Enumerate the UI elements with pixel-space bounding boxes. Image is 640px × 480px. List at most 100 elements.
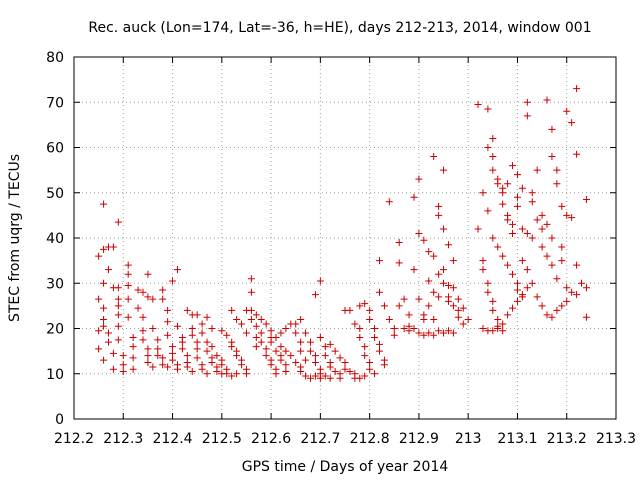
- data-point: [543, 311, 551, 319]
- data-point: [371, 325, 379, 332]
- data-point: [193, 354, 201, 362]
- data-point: [474, 101, 482, 109]
- data-point: [109, 349, 117, 357]
- data-point: [95, 295, 103, 303]
- data-point: [119, 352, 127, 360]
- data-point: [558, 257, 566, 265]
- y-tick-label: 40: [46, 231, 64, 247]
- data-point: [430, 288, 438, 296]
- y-axis-label: STEC from uqrg / TECUs: [7, 154, 23, 322]
- data-point: [553, 166, 561, 174]
- data-point: [208, 325, 216, 332]
- data-point: [474, 225, 482, 233]
- data-point: [425, 277, 433, 285]
- data-point: [169, 343, 177, 351]
- data-point: [159, 354, 167, 362]
- x-tick-label: 212.9: [399, 431, 439, 447]
- data-point: [311, 358, 319, 366]
- data-point: [479, 266, 487, 274]
- data-point: [321, 352, 329, 360]
- data-point: [444, 293, 452, 301]
- data-point: [257, 329, 265, 337]
- data-point: [499, 327, 507, 335]
- data-point: [139, 336, 147, 344]
- data-point: [173, 322, 181, 330]
- data-point: [518, 293, 526, 301]
- data-point: [494, 325, 502, 332]
- data-point: [114, 295, 122, 303]
- data-point: [109, 365, 117, 373]
- data-point: [573, 85, 581, 93]
- y-tick-label: 50: [46, 186, 64, 202]
- data-point: [523, 229, 531, 237]
- data-point: [538, 302, 546, 310]
- data-point: [489, 166, 497, 174]
- y-tick-label: 0: [55, 412, 64, 428]
- data-point: [538, 225, 546, 233]
- data-point: [109, 243, 117, 251]
- data-point: [331, 367, 339, 375]
- data-point: [114, 336, 122, 344]
- data-point: [444, 241, 452, 249]
- data-point: [548, 313, 556, 321]
- y-tick-label: 10: [46, 367, 64, 383]
- x-tick-label: 213.1: [497, 431, 537, 447]
- data-point: [307, 374, 315, 382]
- data-point: [553, 180, 561, 188]
- data-point: [100, 322, 108, 330]
- y-tick-label: 60: [46, 141, 64, 157]
- data-point: [395, 259, 403, 267]
- data-point: [124, 313, 132, 321]
- data-point: [297, 338, 305, 346]
- data-point: [449, 257, 457, 265]
- data-point: [346, 306, 354, 314]
- data-point: [395, 302, 403, 310]
- data-point: [238, 320, 246, 328]
- data-point: [183, 306, 191, 314]
- data-point: [139, 288, 147, 296]
- data-point: [198, 320, 206, 328]
- data-point: [509, 162, 517, 170]
- data-point: [292, 320, 300, 328]
- data-point: [154, 345, 162, 353]
- data-point: [124, 295, 132, 303]
- data-point: [282, 361, 290, 369]
- data-point: [440, 166, 448, 174]
- data-point: [124, 270, 132, 278]
- data-point: [198, 329, 206, 337]
- data-point: [538, 211, 546, 219]
- data-point: [533, 166, 541, 174]
- data-point: [129, 365, 137, 373]
- data-point: [257, 315, 265, 323]
- data-point: [366, 315, 374, 323]
- data-point: [489, 153, 497, 161]
- x-axis-label: GPS time / Days of year 2014: [242, 459, 449, 475]
- data-point: [262, 345, 270, 353]
- data-point: [385, 198, 393, 206]
- data-point: [563, 107, 571, 115]
- data-point: [479, 325, 487, 332]
- y-tick-label: 30: [46, 276, 64, 292]
- data-point: [282, 325, 290, 332]
- data-point: [100, 200, 108, 208]
- data-point: [321, 372, 329, 380]
- data-point: [528, 234, 536, 242]
- data-point: [356, 374, 364, 382]
- data-point: [410, 193, 418, 201]
- data-point: [228, 343, 236, 351]
- data-point: [144, 352, 152, 360]
- data-point: [242, 370, 250, 378]
- data-point: [444, 327, 452, 335]
- data-point: [543, 220, 551, 228]
- data-point: [193, 311, 201, 319]
- data-point: [223, 331, 231, 339]
- data-point: [513, 193, 521, 201]
- data-point: [129, 334, 137, 342]
- data-point: [513, 279, 521, 287]
- data-point: [114, 284, 122, 292]
- data-point: [302, 372, 310, 380]
- data-point: [311, 291, 319, 299]
- data-point: [366, 365, 374, 373]
- data-point: [420, 236, 428, 244]
- data-point: [371, 370, 379, 378]
